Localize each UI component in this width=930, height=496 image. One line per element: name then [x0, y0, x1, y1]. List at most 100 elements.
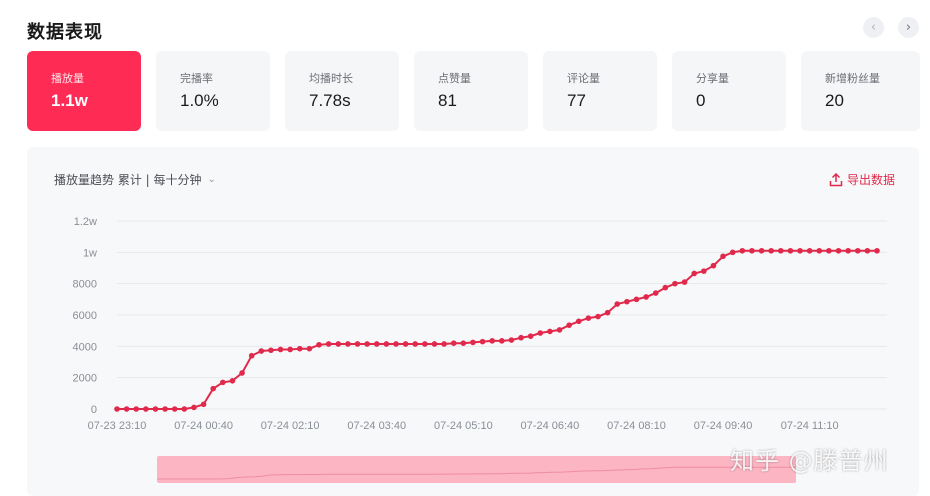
- chevron-down-icon: ⌄: [207, 174, 216, 185]
- metric-card-avg-duration[interactable]: 均播时长 7.78s: [285, 51, 399, 131]
- chevron-right-icon[interactable]: ›: [898, 17, 919, 38]
- header: 数据表现 ‹ ›: [27, 14, 920, 46]
- data-point: [393, 341, 399, 347]
- data-point: [845, 247, 851, 254]
- data-point: [604, 309, 611, 316]
- trend-dropdown[interactable]: 播放量趋势 累计 | 每十分钟 ⌄: [54, 171, 216, 188]
- metric-label: 播放量: [51, 72, 84, 85]
- metric-label: 新增粉丝量: [825, 72, 880, 85]
- data-point: [470, 339, 476, 346]
- data-point: [537, 330, 544, 336]
- data-point: [441, 341, 447, 347]
- data-point: [364, 341, 370, 347]
- data-point: [143, 406, 149, 412]
- data-point: [354, 341, 361, 347]
- data-point: [787, 247, 794, 254]
- data-point: [306, 345, 313, 352]
- data-point: [258, 348, 265, 354]
- data-point: [383, 341, 390, 347]
- data-point: [239, 370, 245, 376]
- x-tick-label: 07-24 02:10: [261, 420, 320, 432]
- data-point: [181, 406, 188, 412]
- y-tick-label: 0: [91, 404, 97, 416]
- brush-series-line: [157, 466, 796, 480]
- data-point: [171, 406, 178, 412]
- x-tick-label: 07-24 11:10: [781, 420, 839, 432]
- x-tick-label: 07-24 06:40: [521, 420, 580, 432]
- metric-label: 评论量: [567, 72, 600, 85]
- data-point: [758, 247, 765, 254]
- data-point: [691, 270, 698, 277]
- data-point: [864, 247, 871, 254]
- data-point: [123, 406, 130, 412]
- export-button[interactable]: 导出数据: [829, 171, 895, 188]
- data-point: [114, 406, 120, 412]
- data-point: [672, 280, 678, 287]
- data-point: [595, 313, 601, 320]
- data-point: [547, 328, 553, 335]
- x-tick-label: 07-24 00:40: [174, 420, 233, 432]
- metric-label: 均播时长: [309, 72, 353, 85]
- data-point: [210, 385, 217, 392]
- data-point: [518, 334, 524, 341]
- series-line: [117, 249, 877, 410]
- data-point: [229, 378, 236, 384]
- data-point: [287, 346, 293, 353]
- data-point: [585, 315, 592, 321]
- data-point: [701, 268, 707, 274]
- metric-card-completion-rate[interactable]: 完播率 1.0%: [156, 51, 270, 131]
- data-point: [489, 338, 495, 344]
- brush-mini-line: [157, 466, 796, 480]
- data-point: [431, 341, 438, 347]
- x-tick-label: 07-24 09:40: [694, 420, 753, 432]
- data-point: [777, 247, 784, 254]
- page-title: 数据表现: [27, 22, 103, 43]
- data-point: [816, 247, 823, 254]
- data-point: [335, 341, 342, 347]
- x-tick-label: 07-24 05:10: [434, 420, 493, 432]
- metric-card-new-followers[interactable]: 新增粉丝量 20: [801, 51, 920, 131]
- data-point: [797, 247, 803, 254]
- metric-value: 77: [567, 91, 586, 110]
- metric-card-comments[interactable]: 评论量 77: [543, 51, 657, 131]
- data-point: [268, 347, 274, 354]
- y-tick-label: 6000: [73, 310, 97, 322]
- data-point: [412, 341, 419, 347]
- data-point: [614, 301, 621, 307]
- data-point: [710, 262, 717, 269]
- metric-card-views[interactable]: 播放量 1.1w: [27, 51, 141, 131]
- data-point: [152, 406, 159, 412]
- trend-chart: 0 2000 4000 6000 8000 1w 1.2w 07-23 23:10 07-24 …: [73, 216, 887, 432]
- time-range-brush[interactable]: [157, 456, 796, 483]
- y-tick-label: 1.2w: [74, 216, 97, 228]
- data-point: [768, 247, 774, 254]
- upload-icon: [829, 172, 843, 186]
- metric-card-shares[interactable]: 分享量 0: [672, 51, 786, 131]
- data-point: [133, 406, 140, 412]
- metric-label: 完播率: [180, 72, 213, 85]
- chevron-left-icon[interactable]: ‹: [863, 17, 884, 38]
- x-tick-label: 07-24 08:10: [607, 420, 666, 432]
- data-point: [296, 345, 303, 352]
- data-point: [373, 341, 380, 347]
- data-point: [556, 327, 563, 333]
- data-point: [220, 379, 226, 386]
- metric-value: 1.0%: [180, 91, 219, 110]
- metric-value: 1.1w: [51, 91, 88, 110]
- metric-card-likes[interactable]: 点赞量 81: [414, 51, 528, 131]
- export-label: 导出数据: [846, 173, 895, 187]
- data-point: [681, 279, 688, 285]
- data-point: [499, 338, 505, 344]
- metric-value: 20: [825, 91, 844, 110]
- data-point: [162, 406, 168, 412]
- metric-value: 0: [696, 91, 706, 110]
- data-point: [460, 340, 467, 346]
- data-point: [835, 247, 842, 254]
- data-point: [575, 318, 582, 325]
- data-point: [479, 338, 486, 345]
- y-tick-label: 1w: [83, 247, 97, 259]
- data-point: [402, 341, 409, 347]
- data-point: [422, 341, 428, 347]
- trend-title: 播放量趋势 累计 | 每十分钟: [54, 173, 202, 187]
